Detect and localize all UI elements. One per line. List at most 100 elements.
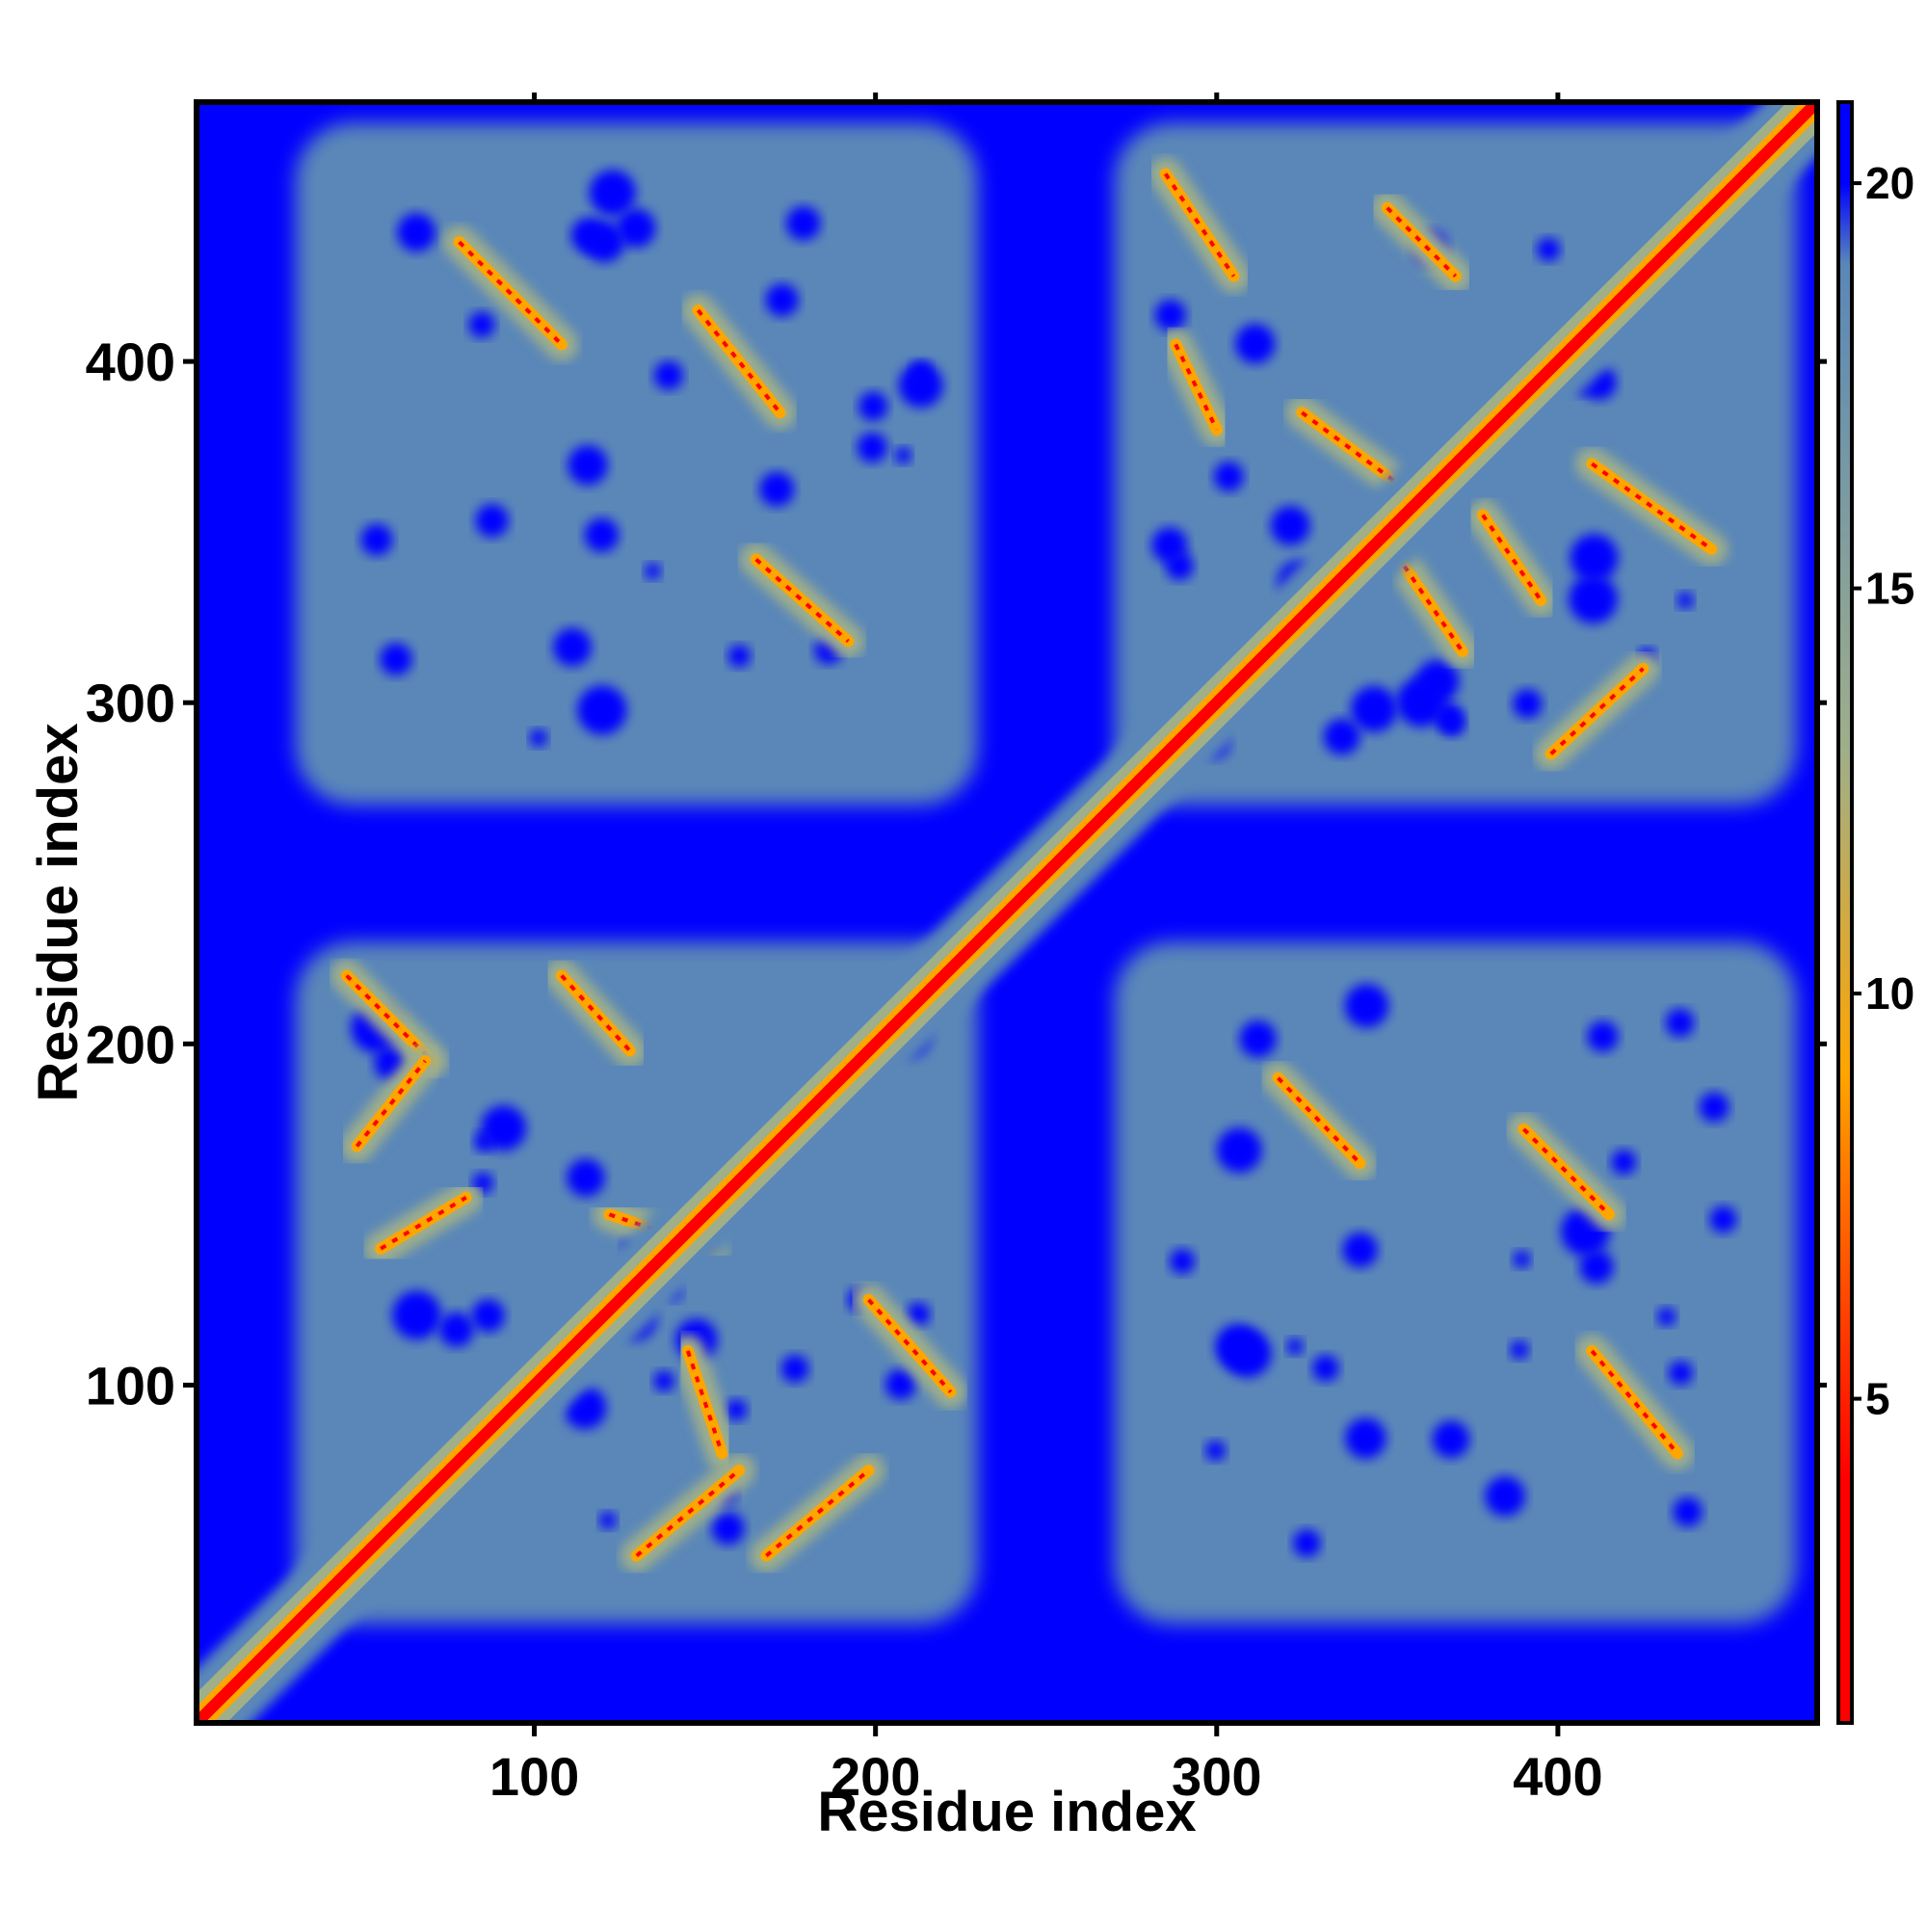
contact-gap-2-4 bbox=[589, 170, 636, 217]
contact-gap-3-1 bbox=[1286, 1337, 1304, 1355]
contact-gap-2-19 bbox=[858, 391, 888, 421]
contact-line-11 bbox=[671, 1335, 739, 1470]
contact-line-center bbox=[1174, 343, 1219, 431]
contact-gap-2-9 bbox=[653, 360, 683, 390]
contact-line-center bbox=[560, 974, 632, 1052]
contact-gap-3-7 bbox=[1699, 1092, 1729, 1123]
contact-gap-3-5 bbox=[1432, 1420, 1470, 1459]
contact-line-center bbox=[608, 1212, 713, 1251]
contact-line-center bbox=[1591, 462, 1713, 551]
contact-line-center bbox=[635, 1469, 741, 1558]
colorbar-border bbox=[1836, 100, 1854, 1725]
contact-gap-3-2 bbox=[1216, 1127, 1262, 1173]
contact-line-15 bbox=[1285, 396, 1411, 498]
contact-line-20 bbox=[1261, 1061, 1377, 1180]
contact-line-core bbox=[862, 1293, 957, 1398]
y-tick-label: 400 bbox=[86, 331, 175, 392]
contact-gap-1-19 bbox=[1213, 462, 1244, 492]
contact-gap-3-4 bbox=[1345, 1417, 1386, 1459]
x-tick-label: 400 bbox=[1513, 1746, 1602, 1807]
contact-line-center bbox=[1277, 1076, 1361, 1165]
contact-gap-1-9 bbox=[1235, 324, 1276, 364]
contact-gap-0-8 bbox=[392, 1290, 441, 1339]
contact-gap-3-8 bbox=[1205, 1441, 1226, 1461]
contact-gap-0-9 bbox=[438, 1311, 474, 1347]
contact-gap-0-4 bbox=[711, 1512, 745, 1546]
contact-line-center bbox=[1402, 565, 1465, 653]
contact-gap-3-12 bbox=[1611, 1150, 1637, 1176]
contact-gap-2-16 bbox=[894, 447, 912, 464]
contact-gap-2-1 bbox=[857, 432, 887, 463]
contact-gap-3-20 bbox=[1587, 1020, 1619, 1052]
contact-gap-3-10 bbox=[1312, 1355, 1339, 1382]
contact-gap-0-13 bbox=[780, 1355, 809, 1383]
contact-line-center bbox=[1301, 410, 1396, 483]
contact-gap-1-3 bbox=[1569, 574, 1618, 623]
contact-gap-3-15 bbox=[1342, 1232, 1378, 1268]
contact-line-4 bbox=[340, 1045, 442, 1163]
contact-line-center bbox=[765, 1469, 870, 1558]
contact-gap-0-11 bbox=[906, 1302, 931, 1327]
contact-gap-1-25 bbox=[1323, 718, 1360, 755]
contact-line-center bbox=[1481, 514, 1543, 602]
contact-gap-2-14 bbox=[727, 645, 751, 668]
contact-gap-3-3 bbox=[1170, 1249, 1196, 1275]
contact-gap-2-13 bbox=[911, 360, 932, 383]
colorbar: 5 10 15 20 bbox=[1836, 100, 1914, 1725]
contact-gap-2-6 bbox=[785, 205, 821, 241]
contact-line-center bbox=[458, 240, 564, 346]
contact-gap-3-13 bbox=[1485, 1476, 1525, 1517]
contact-line-13 bbox=[1159, 328, 1233, 446]
contact-gap-1-20 bbox=[1154, 299, 1186, 331]
contact-gap-3-23 bbox=[1293, 1529, 1321, 1557]
contact-line-12 bbox=[1148, 157, 1251, 293]
contact-gap-2-8 bbox=[577, 685, 627, 735]
contact-gap-2-0 bbox=[584, 517, 620, 552]
colorbar-strip bbox=[1838, 102, 1852, 1723]
contact-line-18 bbox=[1534, 651, 1660, 771]
contact-gap-3-14 bbox=[1709, 1205, 1737, 1233]
contact-line-2 bbox=[739, 543, 865, 658]
contact-line-center bbox=[686, 1350, 725, 1454]
contact-gap-2-7 bbox=[898, 363, 943, 408]
colorbar-tick-label: 15 bbox=[1865, 564, 1914, 614]
contact-line-22 bbox=[1575, 1335, 1694, 1470]
contact-gap-0-1 bbox=[471, 1299, 505, 1333]
contact-gap-0-19 bbox=[567, 1158, 605, 1197]
contact-gap-1-8 bbox=[1676, 592, 1694, 609]
contact-line-14 bbox=[1370, 191, 1472, 293]
contact-gap-1-10 bbox=[1537, 237, 1561, 262]
x-tick-label: 100 bbox=[489, 1746, 579, 1807]
contact-line-5 bbox=[544, 959, 647, 1068]
colorbar-tick-label: 20 bbox=[1865, 158, 1914, 208]
contact-line-16 bbox=[1387, 549, 1479, 669]
contact-gap-1-7 bbox=[1415, 659, 1460, 703]
contact-gap-3-24 bbox=[1344, 984, 1389, 1028]
x-tick-label: 300 bbox=[1172, 1746, 1261, 1807]
contact-gap-0-12 bbox=[653, 1370, 674, 1392]
x-tick-label: 200 bbox=[831, 1746, 920, 1807]
contact-gap-2-23 bbox=[475, 504, 509, 538]
diagonal-line bbox=[197, 102, 1817, 1723]
x-axis: 100 200 300 400 bbox=[489, 93, 1603, 1807]
contact-gap-0-18 bbox=[599, 1512, 617, 1529]
contact-line-8 bbox=[620, 1453, 756, 1573]
contact-gap-2-10 bbox=[765, 283, 799, 317]
contact-gap-1-2 bbox=[1270, 506, 1310, 545]
plot-frame bbox=[194, 99, 1820, 1726]
contact-gap-2-15 bbox=[645, 563, 661, 580]
contact-gap-2-21 bbox=[570, 217, 607, 253]
colorbar-tick-label: 5 bbox=[1865, 1374, 1890, 1424]
contact-gap-2-5 bbox=[568, 445, 608, 486]
contact-line-0 bbox=[442, 225, 578, 361]
contact-block-2 bbox=[295, 122, 978, 806]
contact-line-center bbox=[1386, 206, 1458, 278]
contact-gap-2-3 bbox=[616, 208, 656, 248]
colorbar-tick-label: 10 bbox=[1865, 968, 1914, 1019]
contact-line-17 bbox=[1465, 498, 1558, 617]
contact-line-1 bbox=[681, 294, 797, 430]
contact-line-7 bbox=[750, 1453, 885, 1573]
contact-gap-3-18 bbox=[1510, 1340, 1529, 1360]
